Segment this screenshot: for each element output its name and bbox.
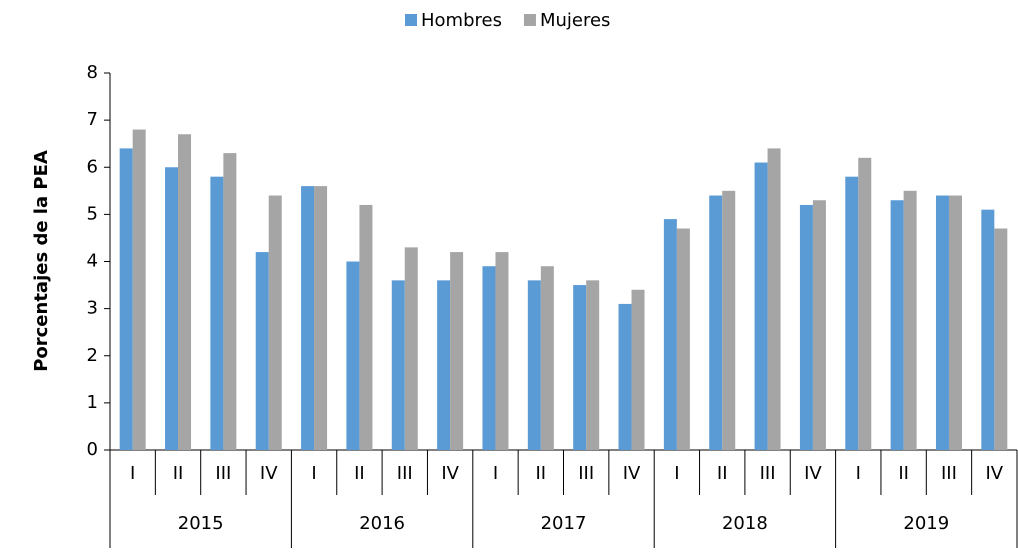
x-tick-label: I <box>311 463 316 484</box>
bar <box>981 209 995 450</box>
bar <box>631 289 645 450</box>
x-tick-label: I <box>856 463 861 484</box>
bar <box>994 228 1008 450</box>
bar <box>948 195 962 450</box>
bar <box>268 195 282 450</box>
legend-swatch <box>523 14 536 26</box>
y-tick-label: 4 <box>87 251 98 272</box>
bar <box>314 186 328 450</box>
x-group-label: 2015 <box>178 513 224 534</box>
x-tick-label: III <box>760 463 776 484</box>
x-tick-label: I <box>674 463 679 484</box>
x-tick-label: IV <box>260 463 278 484</box>
bar <box>845 176 859 451</box>
bar <box>359 204 373 450</box>
bar <box>799 204 813 450</box>
bar <box>450 252 464 450</box>
bar <box>482 266 496 450</box>
bar <box>618 303 632 450</box>
y-axis-label: Porcentajes de la PEA <box>31 150 52 372</box>
bar <box>255 252 269 450</box>
legend-label: Hombres <box>421 10 502 31</box>
x-tick-label: III <box>397 463 413 484</box>
x-group-label: 2018 <box>722 513 768 534</box>
x-tick-label: III <box>578 463 594 484</box>
x-tick-label: IV <box>441 463 459 484</box>
bar <box>391 280 405 450</box>
x-tick-label: II <box>354 463 365 484</box>
x-group-label: 2017 <box>541 513 587 534</box>
bar <box>890 200 904 450</box>
x-tick-label: II <box>898 463 909 484</box>
bar <box>903 190 917 450</box>
bar <box>935 195 949 450</box>
bar <box>178 134 192 450</box>
bar <box>346 261 360 450</box>
y-tick-label: 7 <box>87 109 98 130</box>
bar <box>586 280 600 450</box>
bar <box>540 266 554 450</box>
x-tick-label: II <box>173 463 184 484</box>
x-tick-label: IV <box>986 463 1004 484</box>
y-tick-label: 1 <box>87 392 98 413</box>
bar <box>767 148 781 450</box>
bar <box>437 280 451 450</box>
x-tick-label: IV <box>623 463 641 484</box>
legend-label: Mujeres <box>540 10 610 31</box>
y-tick-label: 0 <box>87 439 98 460</box>
x-tick-label: III <box>215 463 231 484</box>
bar <box>223 153 237 451</box>
y-tick-label: 2 <box>87 345 98 366</box>
bar <box>573 285 587 450</box>
bar <box>722 190 736 450</box>
x-tick-label: IV <box>804 463 822 484</box>
bar <box>404 247 418 450</box>
bar <box>301 186 315 450</box>
x-tick-label: II <box>536 463 547 484</box>
y-tick-label: 5 <box>87 203 98 224</box>
bar <box>812 200 826 450</box>
legend-swatch <box>405 14 417 26</box>
bar <box>210 176 224 451</box>
y-tick-label: 3 <box>87 298 98 319</box>
bar <box>676 228 690 450</box>
y-tick-label: 8 <box>87 62 98 83</box>
x-tick-label: I <box>493 463 498 484</box>
bar <box>165 167 179 450</box>
y-tick-label: 6 <box>87 156 98 177</box>
bar <box>495 252 509 450</box>
bar <box>858 157 872 450</box>
bar <box>663 219 677 450</box>
x-group-label: 2019 <box>903 513 949 534</box>
bar <box>754 162 768 450</box>
x-tick-label: II <box>717 463 728 484</box>
bar <box>119 148 133 450</box>
bar <box>132 129 146 451</box>
x-group-label: 2016 <box>359 513 405 534</box>
bar <box>527 280 541 450</box>
bar <box>709 195 723 450</box>
x-tick-label: III <box>941 463 957 484</box>
x-tick-label: I <box>130 463 135 484</box>
